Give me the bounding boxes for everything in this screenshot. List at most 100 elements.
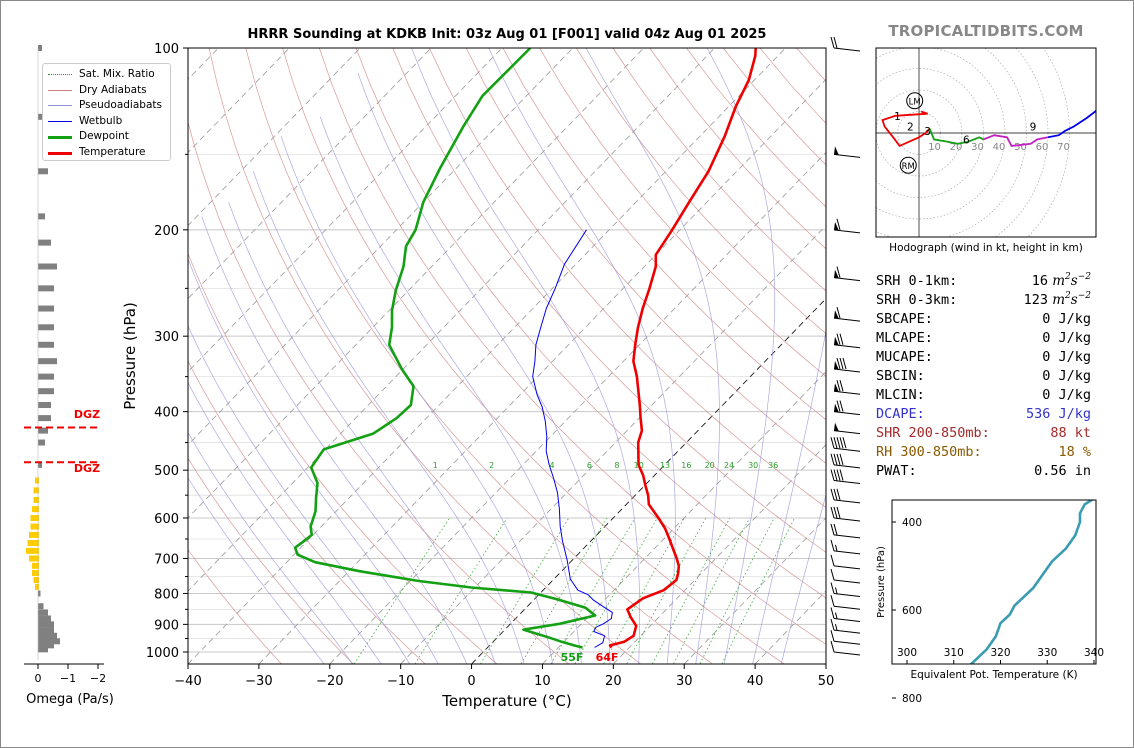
barb-half bbox=[835, 587, 838, 594]
hodo-height-label: 9 bbox=[1030, 122, 1037, 134]
dry-adiabat-line bbox=[282, 48, 785, 664]
omega-bar bbox=[38, 439, 45, 446]
omega-bar bbox=[38, 45, 42, 51]
stat-number: 0.56 in bbox=[1034, 463, 1091, 479]
isotherm-line bbox=[471, 298, 826, 664]
skewt-ytick-label: 700 bbox=[154, 552, 179, 567]
barb-full bbox=[836, 400, 841, 412]
mixing-ratio-label: 13 bbox=[660, 461, 670, 470]
omega-bar bbox=[32, 570, 39, 577]
omega-bar bbox=[29, 531, 39, 538]
pseudoadiabat-line bbox=[188, 477, 325, 664]
hodo-ring-label: 30 bbox=[971, 142, 984, 153]
hodo-segment bbox=[928, 128, 984, 145]
theta-e-xlabel: Equivalent Pot. Temperature (K) bbox=[910, 669, 1077, 681]
hodo-height-label: 3 bbox=[924, 126, 931, 138]
mixing-ratio-label: 20 bbox=[705, 461, 715, 470]
dgz-top-label: DGZ bbox=[74, 408, 100, 421]
isotherm-line bbox=[188, 48, 574, 446]
surface-dewpoint-label: 55F bbox=[561, 651, 584, 664]
pseudoadiabat-line bbox=[201, 216, 468, 664]
wind-barb bbox=[830, 506, 861, 522]
barb-full bbox=[836, 380, 841, 392]
skewt-xtick-label: 0 bbox=[467, 674, 475, 689]
mixing-ratio-line bbox=[520, 517, 608, 664]
wind-barbs bbox=[830, 36, 861, 656]
pseudoadiabat-line bbox=[188, 257, 439, 664]
wind-barb bbox=[833, 266, 861, 282]
stats-table: SRH 0-1km: 16 m2s−2 SRH 0-3km: 123 m2s−2 SBC… bbox=[876, 272, 1091, 481]
omega-bar bbox=[27, 540, 39, 547]
pseudoadiabat-line bbox=[357, 72, 611, 664]
skewt-axes-frame bbox=[187, 47, 827, 665]
stat-number: 123 bbox=[1023, 292, 1048, 308]
legend-label: Temperature bbox=[79, 145, 146, 158]
stat-value: 123 m2s−2 bbox=[1024, 291, 1091, 312]
barb-full bbox=[830, 640, 835, 653]
omega-bar bbox=[38, 388, 54, 395]
stat-number: 0 J/kg bbox=[1042, 330, 1091, 346]
barb-full bbox=[830, 469, 835, 481]
stat-value: 88 kt bbox=[1050, 424, 1091, 443]
skewt-grid: 1 2 4 6 8 10 13 16 20 24 30 36 bbox=[188, 48, 826, 664]
wind-barb bbox=[830, 554, 861, 570]
theta-e-xtick-label: 330 bbox=[1037, 647, 1057, 659]
stat-row: RH 300-850mb: 18 % bbox=[876, 443, 1091, 462]
skewt-ytick-label: 300 bbox=[154, 330, 179, 345]
omega-bar bbox=[33, 487, 39, 494]
omega-bar bbox=[38, 638, 60, 645]
omega-bar bbox=[38, 168, 48, 175]
hodo-segment bbox=[983, 134, 1049, 147]
barb-full bbox=[839, 380, 844, 392]
isotherm-line bbox=[400, 224, 826, 664]
dry-adiabat-line bbox=[429, 48, 826, 508]
skewt-ytick-label: 100 bbox=[154, 42, 179, 57]
skewt-xlabel: Temperature (°C) bbox=[441, 692, 571, 710]
hodo-segment bbox=[881, 110, 931, 148]
omega-bar bbox=[30, 523, 39, 530]
mixing-ratio-label: 8 bbox=[614, 461, 619, 470]
stat-value: 0 J/kg bbox=[1042, 367, 1091, 386]
omega-bar bbox=[38, 427, 48, 434]
pseudoadiabat-line bbox=[752, 328, 826, 664]
barb-full bbox=[839, 437, 844, 449]
isotherm-line bbox=[188, 48, 432, 300]
theta-e-ticks: 300 310 320 330 340 400 600 800 bbox=[892, 517, 1104, 705]
wind-barb bbox=[830, 607, 861, 622]
srh-unit: m2s−2 bbox=[1047, 272, 1091, 289]
stat-value: 0.56 in bbox=[1034, 462, 1091, 481]
theta-e-ylabel: Pressure (hPa) bbox=[876, 546, 887, 618]
barb-staff bbox=[833, 617, 861, 622]
omega-bar bbox=[38, 621, 54, 628]
omega-bar bbox=[38, 415, 51, 422]
pseudoadiabat-line bbox=[411, 48, 640, 664]
mixing-ratio-line bbox=[353, 517, 451, 664]
wind-barb bbox=[833, 400, 861, 416]
wind-barb bbox=[833, 333, 861, 349]
barb-half bbox=[835, 544, 838, 551]
stat-number: 0 J/kg bbox=[1042, 368, 1091, 384]
skewt-ytick-label: 1000 bbox=[146, 646, 179, 661]
omega-bar bbox=[38, 609, 48, 616]
isotherm-line bbox=[188, 48, 290, 154]
wind-barb bbox=[833, 218, 861, 234]
isotherm-line bbox=[188, 48, 361, 227]
mixing-ratio-label: 16 bbox=[681, 461, 691, 470]
skewt-ytick-label: 600 bbox=[154, 512, 179, 527]
stat-value: 0 J/kg bbox=[1042, 386, 1091, 405]
pseudoadiabat-line bbox=[585, 48, 720, 664]
theta-e-line bbox=[969, 500, 1095, 664]
stat-number: 0 J/kg bbox=[1042, 311, 1091, 327]
barb-full bbox=[830, 630, 835, 642]
barb-full bbox=[833, 437, 838, 449]
srh-unit: m2s−2 bbox=[1047, 291, 1091, 308]
barb-full bbox=[833, 488, 838, 501]
skewt-ytick-label: 400 bbox=[154, 406, 179, 421]
omega-bar bbox=[38, 461, 42, 468]
omega-bar bbox=[38, 213, 45, 220]
isotherm-line bbox=[188, 48, 786, 664]
hodo-lm-label: LM bbox=[909, 97, 921, 107]
hodograph-frame bbox=[875, 47, 1097, 238]
wind-barb bbox=[830, 453, 861, 469]
omega-xtick-label: −2 bbox=[90, 672, 106, 685]
